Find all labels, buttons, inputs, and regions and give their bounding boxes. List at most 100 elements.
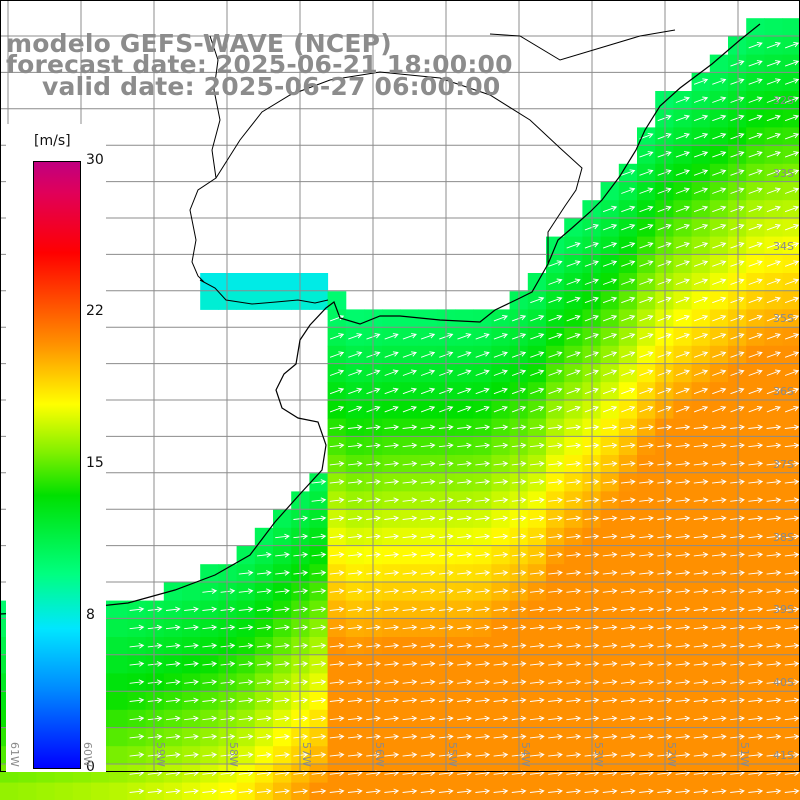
wind-arrow — [347, 460, 363, 467]
wind-arrow — [493, 351, 508, 358]
wind-arrow — [693, 733, 709, 740]
wind-arrow — [529, 624, 545, 631]
wind-arrow — [693, 223, 709, 231]
wind-arrow — [675, 642, 691, 649]
wind-arrow — [784, 606, 800, 613]
wind-arrow — [548, 733, 563, 740]
wind-arrow — [766, 424, 782, 431]
wind-arrow — [475, 551, 491, 558]
wind-arrow — [493, 515, 509, 522]
wind-arrow — [675, 351, 690, 358]
wind-arrow — [657, 424, 673, 431]
wind-arrow — [657, 369, 672, 376]
wind-arrow — [256, 606, 272, 613]
wind-arrow — [475, 405, 490, 413]
wind-arrow — [693, 114, 709, 122]
wind-arrow — [621, 296, 636, 304]
wind-arrow — [602, 661, 618, 667]
wind-arrow — [147, 697, 163, 704]
coastline — [0, 23, 761, 615]
wind-arrow — [457, 733, 472, 740]
wind-arrow — [548, 387, 563, 395]
wind-arrow — [693, 497, 709, 503]
wind-arrow — [712, 96, 727, 103]
wind-arrow — [384, 606, 400, 613]
wind-arrow — [347, 606, 363, 613]
wind-arrow — [657, 205, 672, 213]
wind-arrow — [529, 497, 545, 503]
wind-arrow — [657, 296, 672, 304]
wind-arrow — [766, 41, 781, 49]
wind-arrow — [329, 424, 345, 431]
wind-arrow — [184, 661, 199, 667]
wind-arrow — [766, 205, 781, 213]
wind-cell — [36, 782, 56, 800]
lon-label-58w: 58W — [227, 742, 240, 767]
wind-arrow — [675, 205, 690, 213]
wind-arrow — [384, 442, 400, 449]
wind-arrow — [402, 551, 418, 558]
wind-arrow — [165, 606, 181, 613]
wind-arrow — [384, 733, 400, 740]
wind-arrow — [548, 405, 563, 413]
wind-arrow — [620, 661, 636, 667]
wind-arrow — [129, 788, 145, 795]
wind-arrow — [675, 333, 690, 340]
wind-arrow — [602, 296, 618, 304]
wind-arrow — [766, 278, 781, 285]
wind-arrow — [384, 405, 399, 413]
wind-arrow — [147, 642, 163, 649]
wind-arrow — [129, 715, 145, 722]
wind-cell — [109, 709, 128, 729]
wind-arrow — [147, 624, 163, 631]
wind-arrow — [329, 606, 345, 613]
wind-arrow — [784, 41, 800, 49]
colorbar-tick-30: 30 — [86, 152, 104, 168]
wind-cell — [109, 746, 128, 765]
river-border — [189, 35, 221, 283]
wind-arrow — [711, 497, 727, 503]
wind-arrow — [566, 314, 581, 322]
wind-cell — [163, 582, 183, 602]
wind-arrow — [493, 387, 508, 395]
wind-arrow — [256, 733, 272, 740]
wind-arrow — [311, 733, 327, 740]
wind-arrow — [712, 151, 727, 158]
wind-arrow — [639, 788, 654, 795]
wind-cell — [254, 273, 274, 292]
wind-arrow — [784, 169, 800, 176]
wind-arrow — [784, 570, 800, 576]
wind-arrow — [675, 242, 690, 249]
wind-arrow — [184, 679, 199, 685]
wind-arrow — [275, 788, 290, 795]
wind-arrow — [675, 661, 691, 667]
wind-arrow — [730, 169, 745, 176]
wind-arrow — [766, 314, 781, 322]
wind-arrow — [711, 479, 727, 485]
wind-arrow — [311, 588, 327, 594]
wind-arrow — [329, 679, 345, 685]
wind-arrow — [402, 497, 418, 503]
wind-arrow — [766, 78, 781, 85]
wind-arrow — [784, 497, 800, 503]
wind-arrow — [730, 151, 745, 158]
wind-arrow — [711, 588, 727, 594]
lat-label-40s: 40S — [773, 676, 794, 689]
wind-arrow — [420, 606, 436, 613]
wind-arrow — [766, 132, 781, 140]
wind-arrow — [657, 260, 672, 267]
wind-arrow — [493, 661, 509, 667]
lat-label-41s: 41S — [773, 749, 794, 762]
wind-arrow — [238, 733, 254, 740]
wind-arrow — [657, 515, 673, 522]
wind-arrow — [329, 624, 345, 631]
wind-arrow — [529, 570, 545, 576]
wind-arrow — [384, 788, 400, 795]
wind-arrow — [529, 533, 545, 540]
wind-arrow — [693, 260, 709, 267]
wind-arrow — [384, 497, 400, 503]
wind-arrow — [147, 679, 163, 685]
wind-arrow — [766, 551, 782, 558]
wind-arrow — [602, 497, 618, 503]
wind-arrow — [730, 132, 745, 140]
